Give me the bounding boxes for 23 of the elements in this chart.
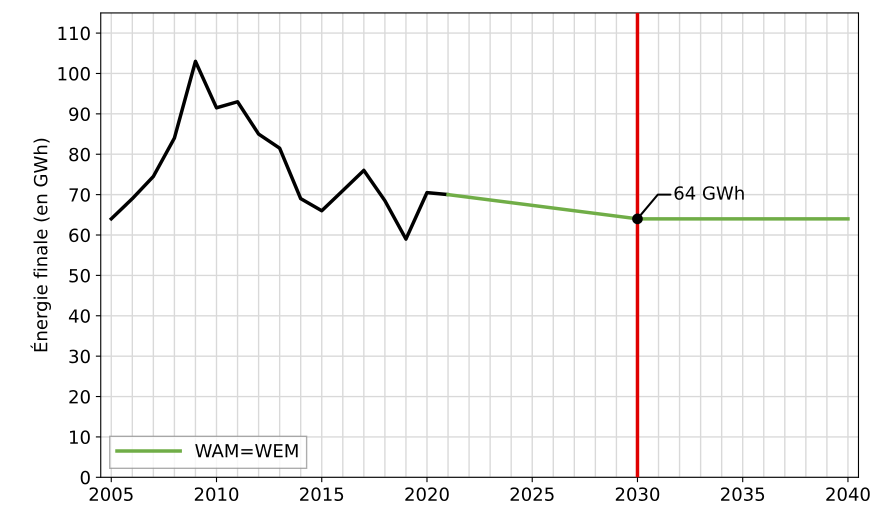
y-tick-label: 100: [58, 66, 90, 81]
x-tick-label: 2030: [616, 487, 660, 501]
y-tick-label: 10: [70, 430, 90, 444]
y-axis-title: Énergie finale (en GWh): [30, 138, 51, 352]
x-tick-label: 2010: [194, 487, 238, 501]
y-tick-label: 90: [69, 107, 90, 121]
y-tick-label: 70: [70, 188, 90, 202]
y-tick-label: 50: [69, 268, 90, 283]
y-tick-label: 30: [69, 350, 90, 364]
x-tick-label: 2035: [721, 487, 764, 501]
annotation: 64 GWh: [674, 186, 744, 200]
x-tick-label: 2015: [300, 487, 344, 501]
x-tick-label: 2005: [90, 487, 133, 501]
x-tick-label: 2040: [826, 487, 870, 501]
x-tick-label: 2020: [405, 487, 449, 501]
x-tick-label: 2025: [510, 487, 554, 501]
y-tick-label: 20: [69, 390, 90, 404]
legend-label: WAM=WEM: [195, 444, 298, 458]
y-tick-label: 40: [68, 309, 90, 323]
y-tick-label: 0: [80, 470, 90, 484]
y-tick-label: 60: [69, 228, 90, 242]
y-tick-label: 80: [69, 148, 90, 162]
y-tick-label: 110: [58, 26, 90, 40]
